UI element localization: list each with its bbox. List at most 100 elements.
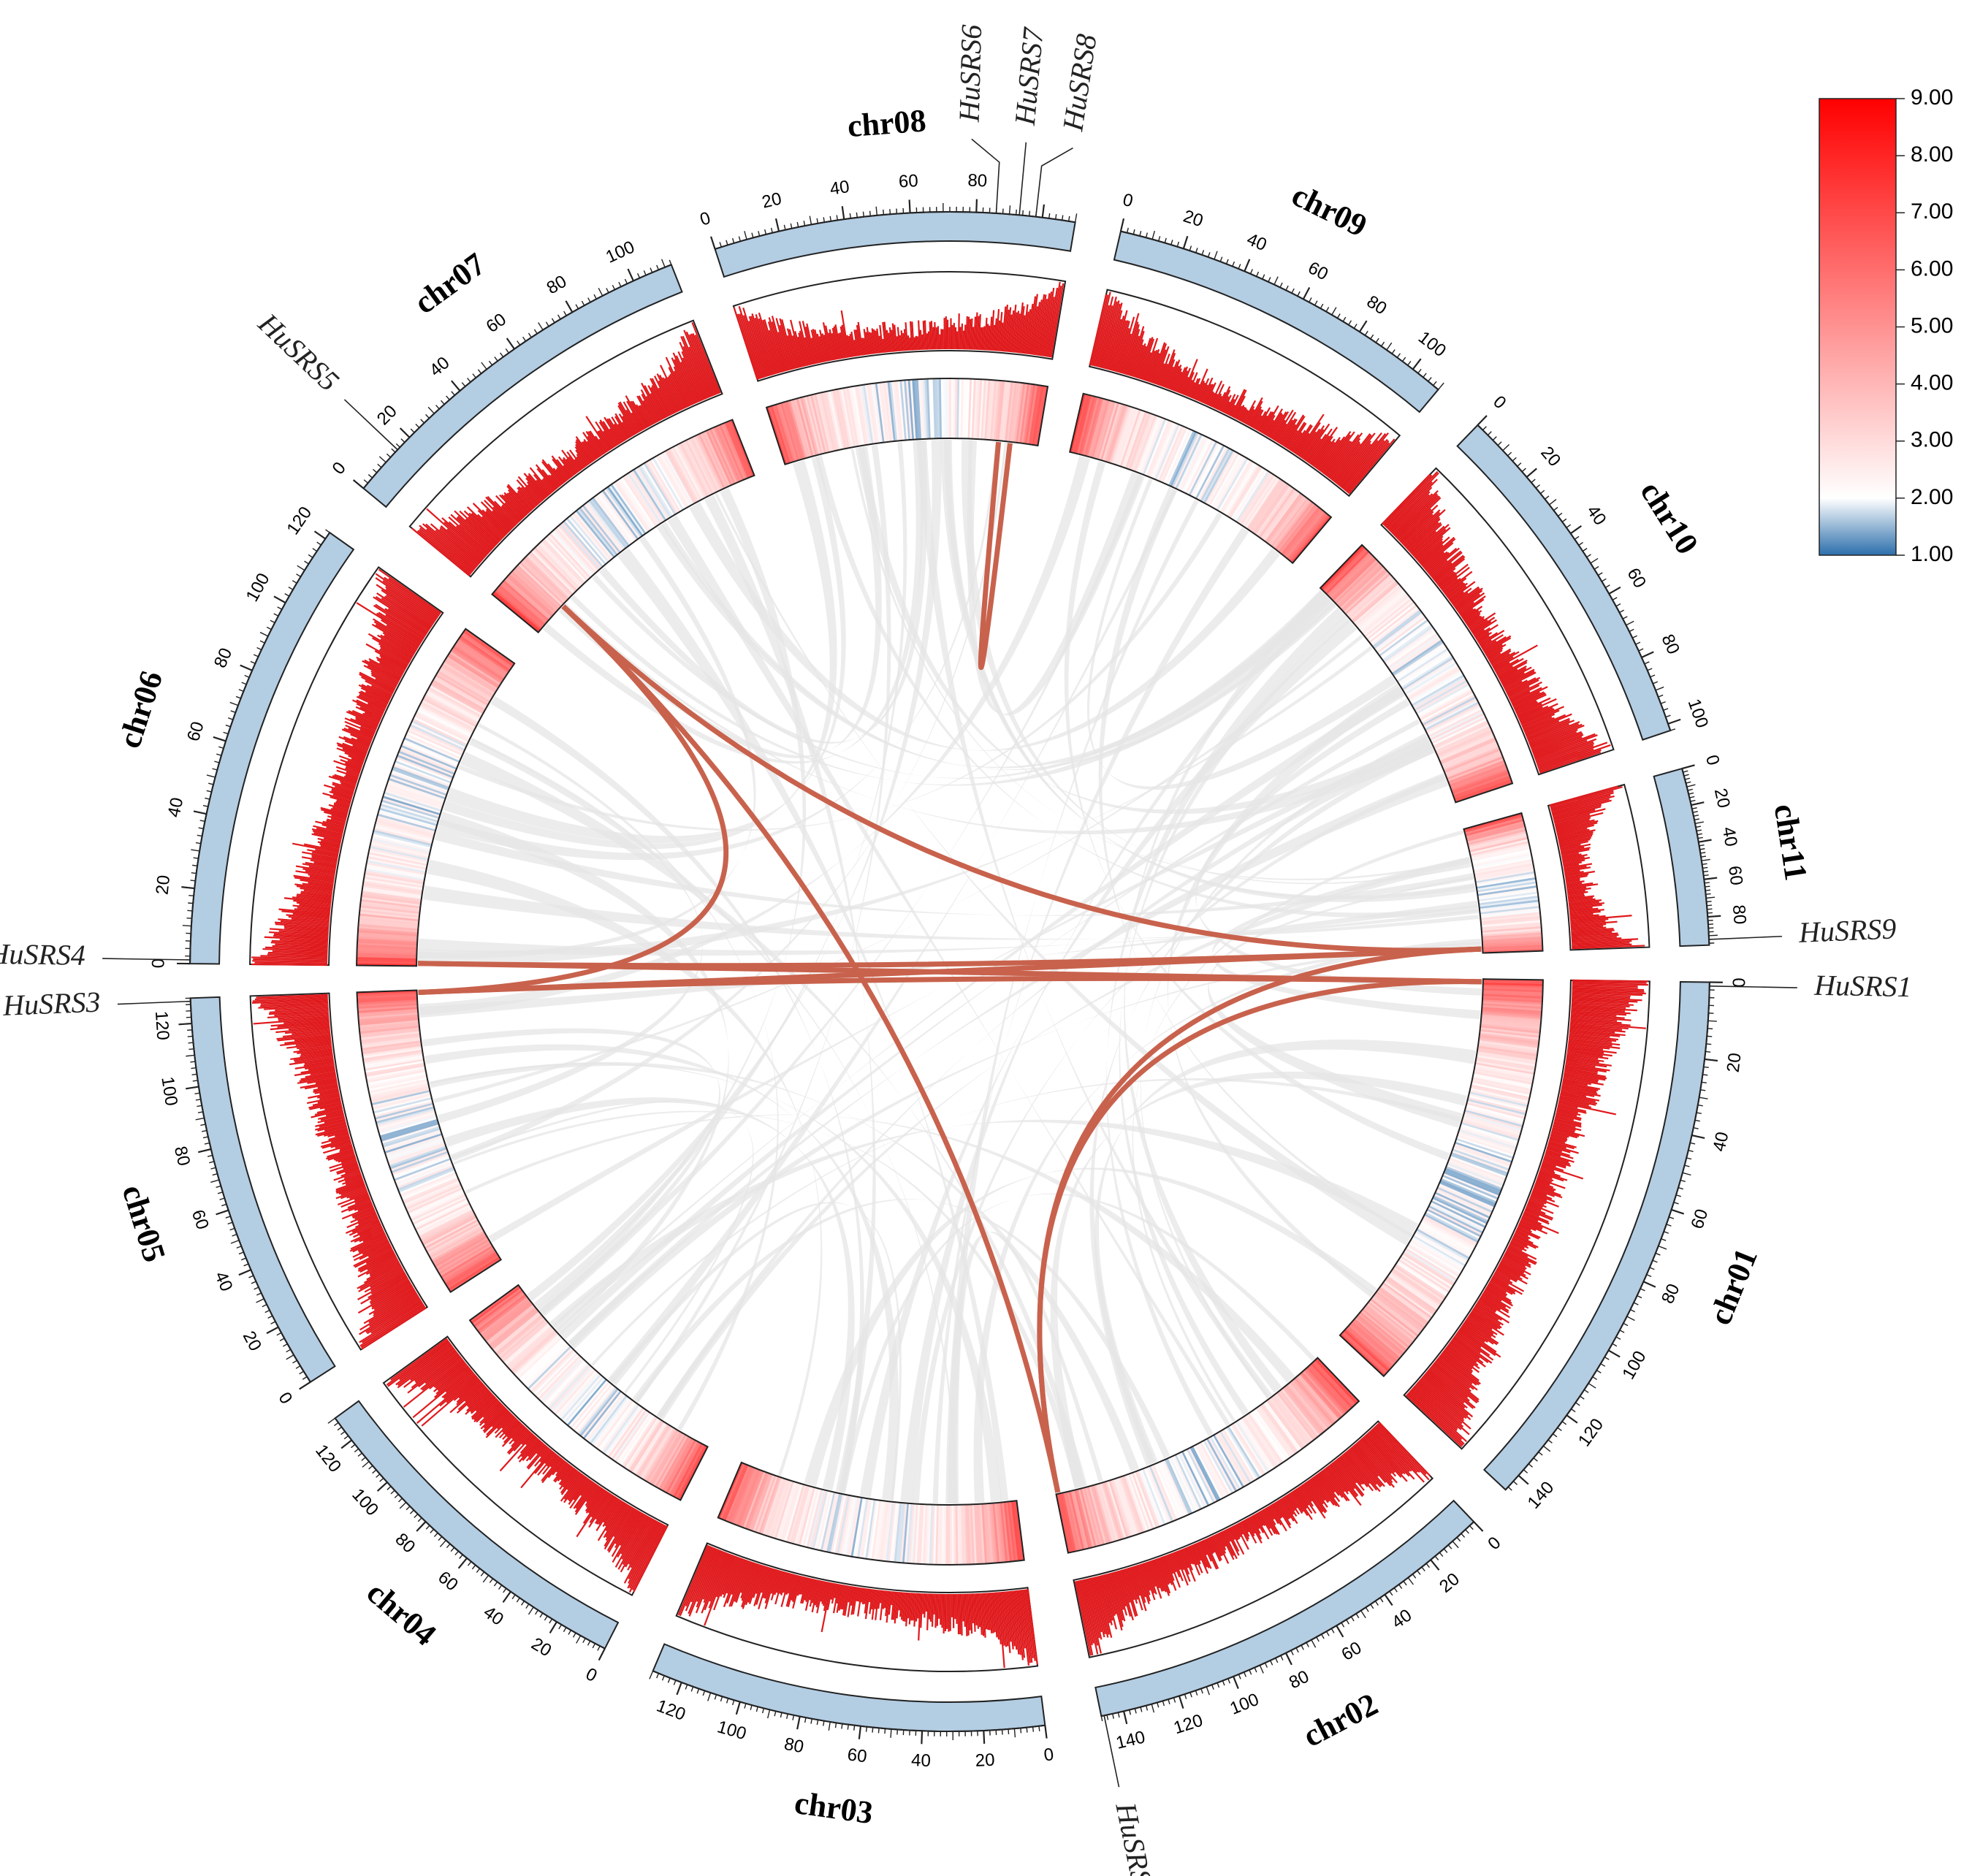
density-bar — [1493, 644, 1538, 671]
density-bar — [1508, 681, 1542, 699]
density-bar — [983, 1593, 988, 1630]
axis-tick — [643, 270, 647, 276]
density-bar — [289, 1057, 334, 1066]
density-bar — [468, 512, 500, 543]
density-bar — [1280, 419, 1298, 446]
heat-cell — [1444, 1167, 1501, 1193]
density-bar — [566, 1471, 581, 1490]
heat-cell — [498, 584, 546, 625]
heat-cell — [1203, 449, 1235, 504]
density-bar — [380, 638, 413, 659]
density-bar — [1471, 621, 1492, 635]
heat-cell — [633, 1422, 668, 1475]
density-bar — [324, 784, 354, 795]
density-bar — [1005, 307, 1012, 352]
heat-cell — [1155, 1463, 1181, 1520]
density-bar — [1354, 1444, 1392, 1487]
heat-cell — [1391, 639, 1443, 675]
heat-cell — [1199, 1441, 1230, 1496]
axis-tick — [1690, 799, 1696, 802]
heat-cell — [1295, 1376, 1336, 1424]
heat-cell — [1290, 514, 1330, 563]
density-bar — [1433, 554, 1464, 581]
density-bar — [1571, 1002, 1630, 1007]
heat-cell — [1481, 1014, 1542, 1022]
axis-tick — [266, 1326, 279, 1335]
heat-cell — [381, 801, 439, 821]
heat-cell — [546, 1362, 589, 1408]
heat-cell — [1480, 914, 1541, 923]
tick-label: 0 — [329, 458, 350, 478]
density-bar — [764, 1569, 778, 1609]
axis-tick — [446, 1543, 451, 1549]
axis-tick — [597, 1645, 601, 1651]
density-bar — [1468, 616, 1485, 628]
axis-tick — [1129, 1709, 1132, 1715]
density-bar — [1272, 419, 1286, 441]
heat-cell — [1407, 1243, 1461, 1276]
heat-cell — [711, 427, 738, 484]
density-bar — [1430, 550, 1462, 577]
heat-cell — [1284, 509, 1324, 558]
density-bar — [541, 478, 554, 493]
heat-cell — [774, 1481, 794, 1539]
density-bar — [1569, 915, 1606, 920]
gene-leader-line — [1709, 935, 1783, 940]
heat-cell — [856, 1498, 869, 1558]
density-bar — [1478, 1299, 1497, 1312]
heat-cell — [389, 1147, 447, 1170]
density-bar — [374, 650, 407, 669]
heat-cell — [1481, 1008, 1542, 1016]
density-bar — [1259, 411, 1272, 432]
density-bar — [354, 1248, 393, 1268]
density-bar — [1572, 985, 1638, 989]
density-bar — [575, 1482, 595, 1509]
density-bar — [267, 951, 328, 956]
density-bar — [1100, 301, 1118, 368]
density-bar — [904, 1592, 908, 1622]
axis-line — [1504, 982, 1710, 1490]
density-bar — [350, 717, 377, 731]
density-bar — [1235, 405, 1245, 420]
heat-cell — [419, 704, 473, 734]
heat-cell — [665, 1439, 696, 1494]
density-bar — [1482, 1292, 1507, 1308]
density-bar — [1557, 1104, 1587, 1113]
density-bar — [1399, 504, 1439, 542]
axis-tick — [192, 864, 198, 867]
density-bar — [1110, 310, 1128, 371]
density-bar — [300, 1072, 336, 1080]
density-bar — [1208, 1537, 1222, 1562]
heat-cell — [541, 539, 585, 585]
heat-cell — [1010, 382, 1020, 443]
density-bar — [1512, 691, 1540, 706]
axis-tick — [1407, 1577, 1414, 1585]
heat-cell — [1339, 565, 1385, 609]
heat-cell — [926, 378, 932, 439]
density-bar — [981, 327, 984, 351]
heat-cell — [661, 451, 693, 506]
heat-cell — [971, 1504, 977, 1565]
heat-cell — [1062, 1492, 1078, 1552]
density-bar — [1039, 293, 1051, 356]
density-bar — [883, 321, 888, 353]
density-bar — [1081, 1579, 1099, 1655]
density-bar — [1153, 349, 1167, 384]
heatmap-track-frame — [356, 628, 516, 967]
heat-cell — [358, 925, 419, 933]
heat-cell — [1418, 688, 1473, 720]
density-bar — [1213, 393, 1222, 409]
axis-tick — [731, 237, 735, 244]
axis-tick — [457, 1557, 468, 1569]
density-bar — [585, 1484, 599, 1503]
density-bar — [254, 995, 328, 1001]
heat-cell — [602, 1403, 640, 1454]
heat-cell — [435, 1237, 489, 1270]
axis-tick — [299, 1370, 304, 1375]
density-bar — [605, 1501, 625, 1532]
heat-cell — [1452, 1148, 1509, 1172]
axis-tick — [853, 1725, 856, 1731]
density-bar — [1106, 1574, 1123, 1631]
axis-tick — [1663, 1231, 1669, 1234]
density-bar — [365, 643, 408, 668]
